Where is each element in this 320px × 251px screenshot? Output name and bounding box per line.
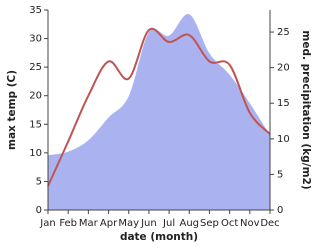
y-tick-label: 15	[29, 119, 42, 130]
y-tick-label: 35	[29, 5, 42, 16]
y2-axis-title: med. precipitation (kg/m2)	[300, 30, 312, 189]
x-tick-label: Oct	[221, 218, 238, 229]
x-tick-label: May	[118, 218, 139, 229]
y2-tick-label: 5	[277, 169, 283, 180]
x-tick-label: Jun	[140, 218, 157, 229]
y2-tick-label: 20	[277, 63, 290, 74]
x-tick-label: Aug	[180, 218, 200, 229]
y-tick-label: 30	[29, 34, 42, 45]
temp-line	[47, 27, 271, 187]
y2-tick-label: 10	[277, 134, 290, 145]
x-tick-label: Nov	[240, 218, 260, 229]
y-tick-label: 25	[29, 62, 42, 73]
y-tick-label: 10	[29, 148, 42, 159]
x-tick-label: Jan	[39, 218, 55, 229]
y-tick-label: 0	[36, 205, 42, 216]
y-tick-label: 20	[29, 91, 42, 102]
x-tick-label: Feb	[59, 218, 77, 229]
x-axis-title: date (month)	[120, 231, 198, 243]
chart: date (month) max temp (C) med. precipita…	[6, 5, 312, 243]
x-tick-label: Apr	[100, 218, 118, 229]
y2-tick-label: 25	[277, 27, 290, 38]
y2-tick-label: 0	[277, 205, 283, 216]
y-axis-title: max temp (C)	[6, 70, 18, 150]
x-tick-label: Dec	[260, 218, 279, 229]
x-tick-label: Mar	[79, 218, 99, 229]
x-tick-label: Jul	[162, 218, 175, 229]
x-tick-label: Sep	[200, 218, 219, 229]
y2-tick-label: 15	[277, 98, 290, 109]
y-tick-label: 5	[36, 176, 42, 187]
